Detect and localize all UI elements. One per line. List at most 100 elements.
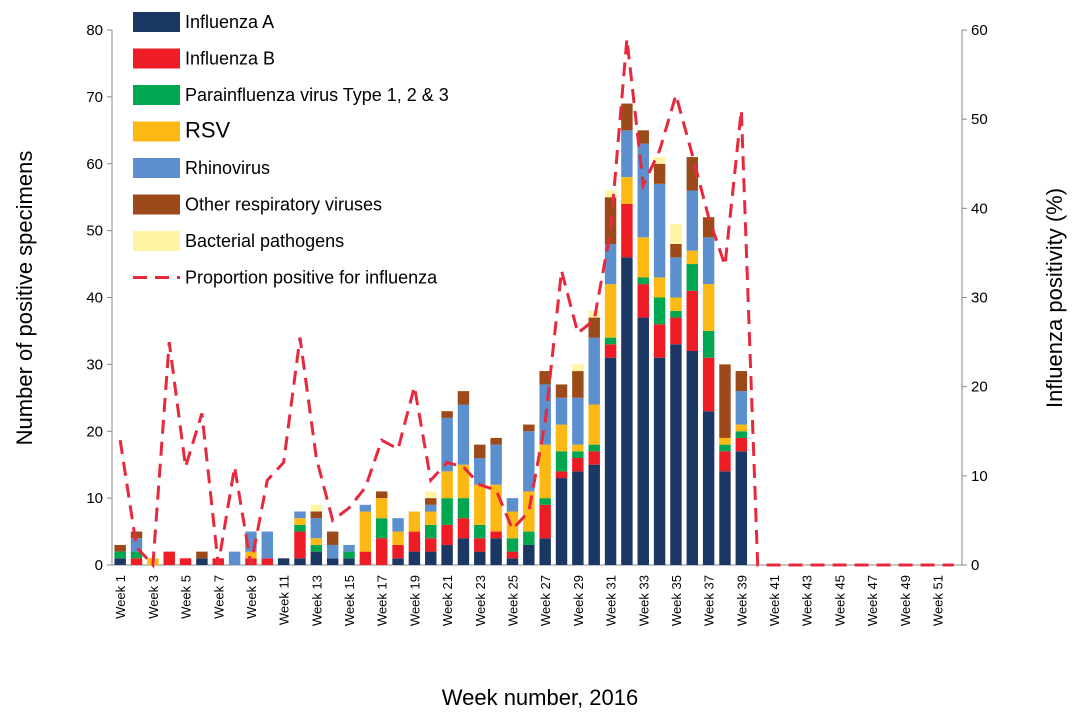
y2-tick-label: 40	[971, 200, 988, 217]
legend-label: Other respiratory viruses	[185, 195, 382, 215]
bar-segment	[670, 310, 682, 318]
bar-segment	[457, 391, 470, 405]
x-tick-label: Week 47	[865, 575, 880, 626]
legend-label: Influenza A	[185, 12, 274, 32]
legend-swatch	[133, 85, 180, 105]
bar-segment	[588, 337, 600, 405]
y-tick-label: 20	[86, 423, 103, 440]
bar-segment	[588, 451, 600, 465]
bar-segment	[621, 130, 633, 178]
bar-segment	[604, 284, 617, 338]
line-series	[118, 38, 954, 569]
bar-segment	[294, 558, 306, 565]
bar-segment	[163, 551, 175, 565]
bar-segment	[686, 190, 699, 251]
bar-segment	[326, 544, 339, 559]
legend-label: Bacterial pathogens	[185, 231, 344, 251]
x-tick-label: Week 31	[604, 575, 619, 626]
bar-segment	[572, 364, 584, 372]
x-tick-label: Week 1	[113, 575, 128, 619]
x-tick-label: Week 51	[930, 575, 945, 626]
bar-segment	[196, 551, 208, 559]
bar-segment	[490, 437, 502, 445]
x-tick-label: Week 49	[898, 575, 913, 626]
bar-segment	[653, 157, 666, 164]
bar-segment	[359, 511, 372, 552]
bar-segment	[637, 130, 649, 144]
bar-segment	[474, 444, 486, 458]
y2-tick-label: 20	[971, 379, 988, 396]
bar-segment	[375, 491, 388, 499]
bar-segment	[702, 330, 715, 358]
bar-segment	[130, 558, 143, 565]
bar-segment	[392, 518, 404, 532]
y-tick-label: 0	[95, 557, 103, 574]
bar-segment	[539, 498, 551, 505]
bar-segment	[245, 531, 257, 552]
bar-segment	[196, 558, 208, 565]
bar-segment	[474, 484, 486, 525]
bar-segment	[588, 444, 600, 452]
bar-segment	[670, 344, 682, 565]
bar-segment	[310, 538, 323, 545]
bar-segment	[604, 244, 617, 285]
x-tick-label: Week 15	[342, 575, 357, 626]
y-tick-label: 40	[86, 290, 103, 307]
bar-segment	[637, 143, 649, 238]
bar-segment	[653, 183, 666, 278]
bar-segment	[621, 103, 633, 131]
x-tick-label: Week 43	[800, 575, 815, 626]
x-tick-label: Week 9	[244, 575, 259, 619]
bar-segment	[670, 257, 682, 298]
bar-segment	[130, 531, 143, 539]
bar-segment	[555, 471, 568, 479]
bar-segment	[474, 524, 486, 539]
bar-segment	[719, 444, 731, 452]
bar-segment	[425, 504, 437, 512]
bar-segment	[457, 464, 470, 499]
bar-segment	[588, 404, 600, 445]
legend-label: Parainfluenza virus Type 1, 2 & 3	[185, 85, 449, 105]
bar-segment	[474, 458, 486, 485]
bar-segment	[294, 511, 306, 519]
x-tick-label: Week 45	[832, 575, 847, 626]
bar-segment	[408, 531, 421, 552]
bar-segment	[523, 424, 535, 432]
y2-tick-label: 50	[971, 111, 988, 128]
bar-segment	[114, 544, 126, 552]
bar-segment	[653, 297, 666, 325]
bar-segment	[653, 357, 666, 565]
bar-segment	[735, 391, 748, 425]
bar-segment	[702, 357, 715, 412]
bar-segment	[375, 518, 388, 539]
bar-segment	[670, 297, 682, 311]
bar-segment	[490, 531, 502, 539]
bar-segment	[637, 284, 649, 318]
y-tick-label: 10	[86, 490, 103, 507]
bar-segment	[555, 397, 568, 425]
x-tick-label: Week 33	[636, 575, 651, 626]
bar-segment	[130, 551, 143, 559]
y-tick-label: 80	[86, 22, 103, 39]
bar-segment	[441, 498, 453, 525]
bar-segment	[670, 317, 682, 345]
bar-segment	[604, 190, 617, 198]
bar-segment	[604, 357, 617, 565]
bar-segment	[735, 431, 748, 438]
x-tick-label: Week 7	[211, 575, 226, 619]
bar-segment	[637, 277, 649, 285]
bar-segment	[735, 424, 748, 432]
y-tick-label: 50	[86, 223, 103, 240]
y-axis-label: Number of positive specimens	[12, 151, 37, 446]
bar-segment	[310, 518, 323, 539]
x-tick-label: Week 35	[669, 575, 684, 626]
bar-segment	[392, 544, 404, 559]
bar-segment	[441, 417, 453, 472]
bar-segment	[735, 437, 748, 452]
bar-segment	[228, 551, 241, 565]
bar-segment	[490, 538, 502, 565]
bar-segment	[523, 491, 535, 532]
bar-segment	[604, 337, 617, 345]
legend-swatch	[133, 12, 180, 32]
bar-segment	[457, 498, 470, 519]
